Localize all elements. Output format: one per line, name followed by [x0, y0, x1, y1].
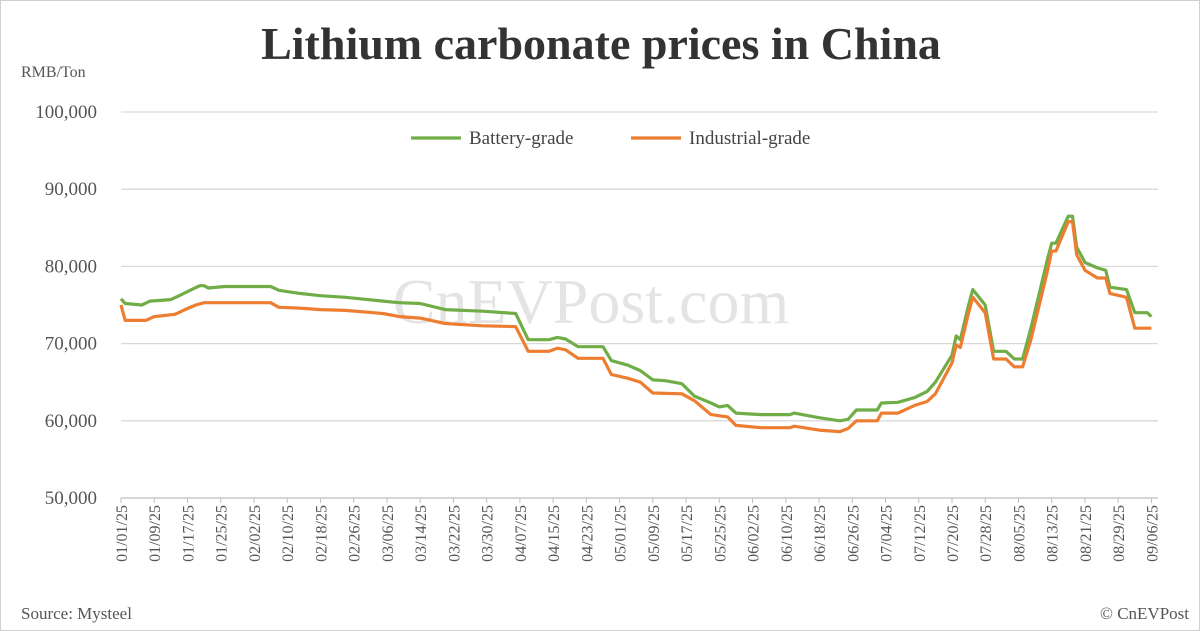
x-tick-label: 04/07/25: [513, 505, 530, 562]
y-axis-label: RMB/Ton: [21, 64, 86, 81]
y-tick-label: 60,000: [45, 411, 97, 432]
y-tick-label: 100,000: [35, 102, 97, 123]
copyright-note: © CnEVPost: [1100, 604, 1189, 623]
x-tick-label: 08/29/25: [1111, 505, 1128, 562]
x-tick-label: 06/02/25: [746, 505, 763, 562]
x-tick-label: 07/20/25: [945, 505, 962, 562]
y-tick-label: 50,000: [45, 488, 97, 509]
x-tick-label: 02/26/25: [347, 505, 364, 562]
x-tick-label: 08/21/25: [1078, 505, 1095, 562]
x-tick-label: 02/10/25: [280, 505, 297, 562]
x-tick-label: 07/04/25: [879, 505, 896, 562]
y-tick-label: 80,000: [45, 256, 97, 277]
x-tick-label: 05/17/25: [679, 505, 696, 562]
chart-title: Lithium carbonate prices in China: [261, 18, 941, 69]
x-tick-label: 04/23/25: [579, 505, 596, 562]
x-tick-label: 05/01/25: [613, 505, 630, 562]
series-line-industrial-grade: [119, 220, 1152, 434]
x-tick-label: 03/14/25: [413, 505, 430, 562]
x-tick-label: 08/05/25: [1011, 505, 1028, 562]
x-tick-label: 01/01/25: [114, 505, 131, 562]
legend-label: Industrial-grade: [689, 128, 810, 149]
x-tick-label: 01/17/25: [180, 505, 197, 562]
x-tick-label: 05/09/25: [646, 505, 663, 562]
x-tick-label: 05/25/25: [712, 505, 729, 562]
x-tick-label: 04/15/25: [546, 505, 563, 562]
series-line-battery-grade: [119, 214, 1153, 423]
y-tick-label: 90,000: [45, 179, 97, 200]
x-tick-label: 03/06/25: [380, 505, 397, 562]
legend-label: Battery-grade: [469, 128, 573, 149]
x-tick-label: 06/18/25: [812, 505, 829, 562]
watermark: CnEVPost.com: [393, 266, 789, 337]
x-tick-label: 09/06/25: [1144, 505, 1161, 562]
x-tick-label: 07/28/25: [978, 505, 995, 562]
x-tick-label: 01/09/25: [147, 505, 164, 562]
source-note: Source: Mysteel: [21, 604, 132, 623]
x-tick-label: 08/13/25: [1045, 505, 1062, 562]
x-tick-label: 02/02/25: [247, 505, 264, 562]
x-tick-label: 03/30/25: [480, 505, 497, 562]
x-tick-label: 06/26/25: [845, 505, 862, 562]
x-tick-label: 07/12/25: [912, 505, 929, 562]
x-tick-label: 01/25/25: [214, 505, 231, 562]
x-tick-label: 06/10/25: [779, 505, 796, 562]
y-tick-label: 70,000: [45, 334, 97, 355]
x-tick-label: 02/18/25: [313, 505, 330, 562]
x-tick-label: 03/22/25: [446, 505, 463, 562]
